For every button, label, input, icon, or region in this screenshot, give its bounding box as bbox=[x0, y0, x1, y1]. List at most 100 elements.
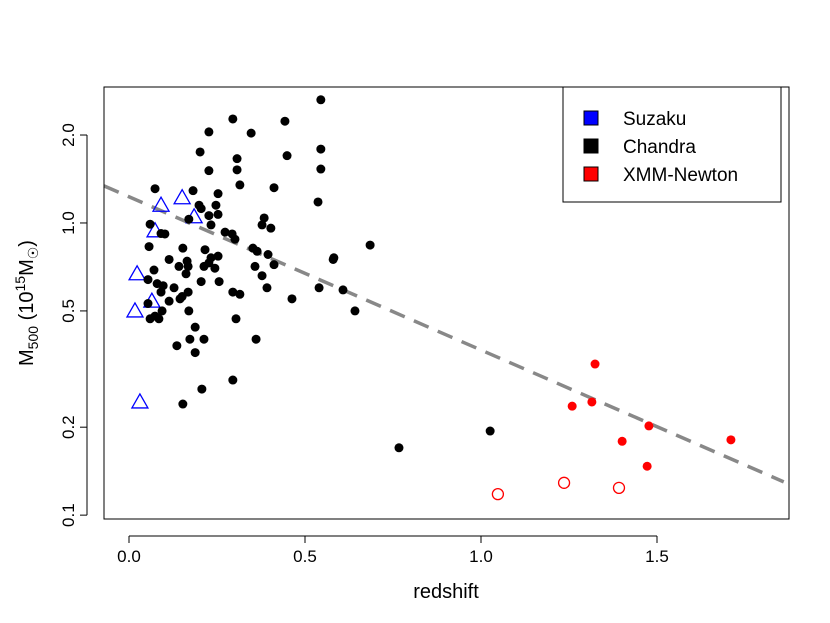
y-axis-label: M500 (1015M☉) bbox=[12, 240, 41, 366]
x-tick-label: 0.5 bbox=[293, 547, 317, 566]
data-point bbox=[228, 114, 238, 124]
data-point bbox=[172, 341, 182, 351]
trend-line bbox=[103, 184, 785, 484]
y-tick-label: 1.0 bbox=[59, 211, 78, 235]
y-tick-label: 0.2 bbox=[59, 415, 78, 439]
data-point bbox=[157, 306, 167, 316]
data-point bbox=[145, 219, 155, 229]
y-label-main: M bbox=[16, 349, 38, 366]
data-point bbox=[726, 435, 736, 445]
data-point bbox=[235, 289, 245, 299]
data-point bbox=[174, 261, 184, 271]
data-point bbox=[164, 296, 174, 306]
data-point bbox=[257, 220, 267, 230]
data-point bbox=[181, 269, 191, 279]
data-point bbox=[394, 443, 404, 453]
data-point bbox=[214, 277, 224, 287]
data-point bbox=[263, 249, 273, 259]
data-point bbox=[143, 275, 153, 285]
data-point bbox=[154, 314, 164, 324]
legend-label-chandra: Chandra bbox=[623, 137, 696, 158]
data-point-triangle bbox=[125, 301, 145, 318]
x-axis: 0.0 0.5 1.0 1.5 bbox=[117, 535, 669, 566]
data-point bbox=[231, 314, 241, 324]
y-label-unit-close: ) bbox=[16, 240, 38, 247]
legend-swatch-suzaku bbox=[583, 110, 599, 126]
data-point bbox=[213, 189, 223, 199]
data-point bbox=[190, 322, 200, 332]
data-point-open bbox=[491, 487, 505, 501]
data-point bbox=[183, 261, 193, 271]
data-point bbox=[350, 306, 360, 316]
data-point bbox=[232, 154, 242, 164]
data-point bbox=[266, 223, 276, 233]
data-point bbox=[145, 314, 155, 324]
data-point bbox=[617, 436, 627, 446]
data-point bbox=[213, 251, 223, 261]
data-point bbox=[199, 334, 209, 344]
data-point bbox=[156, 287, 166, 297]
y-axis: 0.1 0.2 0.5 1.0 2.0 bbox=[59, 123, 88, 527]
data-point bbox=[269, 183, 279, 193]
plot-marks bbox=[103, 95, 785, 501]
data-point-open bbox=[557, 476, 571, 489]
data-point bbox=[228, 375, 238, 385]
data-point bbox=[197, 384, 207, 394]
y-label-unit-mid: M bbox=[16, 259, 38, 276]
data-point bbox=[175, 294, 185, 304]
y-label-unit-exp: 15 bbox=[12, 276, 28, 292]
x-tick-label: 1.0 bbox=[469, 547, 493, 566]
data-point bbox=[316, 164, 326, 174]
legend-swatch-chandra bbox=[583, 138, 599, 154]
data-point bbox=[287, 294, 297, 304]
data-point bbox=[188, 186, 198, 196]
data-point bbox=[150, 184, 160, 194]
x-tick-label: 1.5 bbox=[645, 547, 669, 566]
y-label-unit-sub: ☉ bbox=[25, 247, 41, 260]
data-point bbox=[587, 397, 597, 407]
y-label-unit-open: (10 bbox=[16, 291, 38, 325]
data-point bbox=[210, 263, 220, 273]
data-point-open bbox=[612, 481, 626, 494]
data-point-triangle bbox=[151, 195, 171, 212]
data-point bbox=[316, 95, 326, 105]
data-point bbox=[185, 334, 195, 344]
data-point bbox=[211, 200, 221, 210]
data-point bbox=[160, 229, 170, 239]
data-point bbox=[259, 213, 269, 223]
data-point bbox=[280, 116, 290, 126]
legend-label-suzaku: Suzaku bbox=[623, 109, 686, 130]
data-point bbox=[485, 426, 495, 436]
data-point bbox=[204, 127, 214, 137]
data-point bbox=[204, 166, 214, 176]
legend-box bbox=[562, 86, 782, 203]
y-tick-label: 0.5 bbox=[59, 299, 78, 323]
data-point bbox=[143, 299, 153, 309]
data-point bbox=[235, 180, 245, 190]
data-point bbox=[644, 421, 654, 431]
data-point bbox=[196, 204, 206, 214]
y-tick-label: 2.0 bbox=[59, 123, 78, 147]
data-point bbox=[316, 144, 326, 154]
legend-label-xmm: XMM-Newton bbox=[623, 165, 738, 186]
data-point bbox=[164, 254, 174, 264]
data-point bbox=[144, 242, 154, 252]
data-point bbox=[338, 285, 348, 295]
data-point-triangle bbox=[173, 188, 192, 205]
data-point bbox=[230, 234, 240, 244]
data-point bbox=[262, 283, 272, 293]
legend-swatch-xmm bbox=[583, 166, 599, 182]
data-point bbox=[213, 209, 223, 219]
x-tick-label: 0.0 bbox=[117, 547, 141, 566]
data-point bbox=[642, 461, 652, 471]
data-point bbox=[204, 211, 214, 221]
data-point bbox=[246, 128, 256, 138]
data-point bbox=[184, 306, 194, 316]
data-point bbox=[228, 287, 238, 297]
series-1 bbox=[143, 95, 495, 453]
data-point bbox=[169, 283, 179, 293]
data-point bbox=[178, 243, 188, 253]
data-point bbox=[313, 197, 323, 207]
series-3 bbox=[491, 476, 626, 501]
